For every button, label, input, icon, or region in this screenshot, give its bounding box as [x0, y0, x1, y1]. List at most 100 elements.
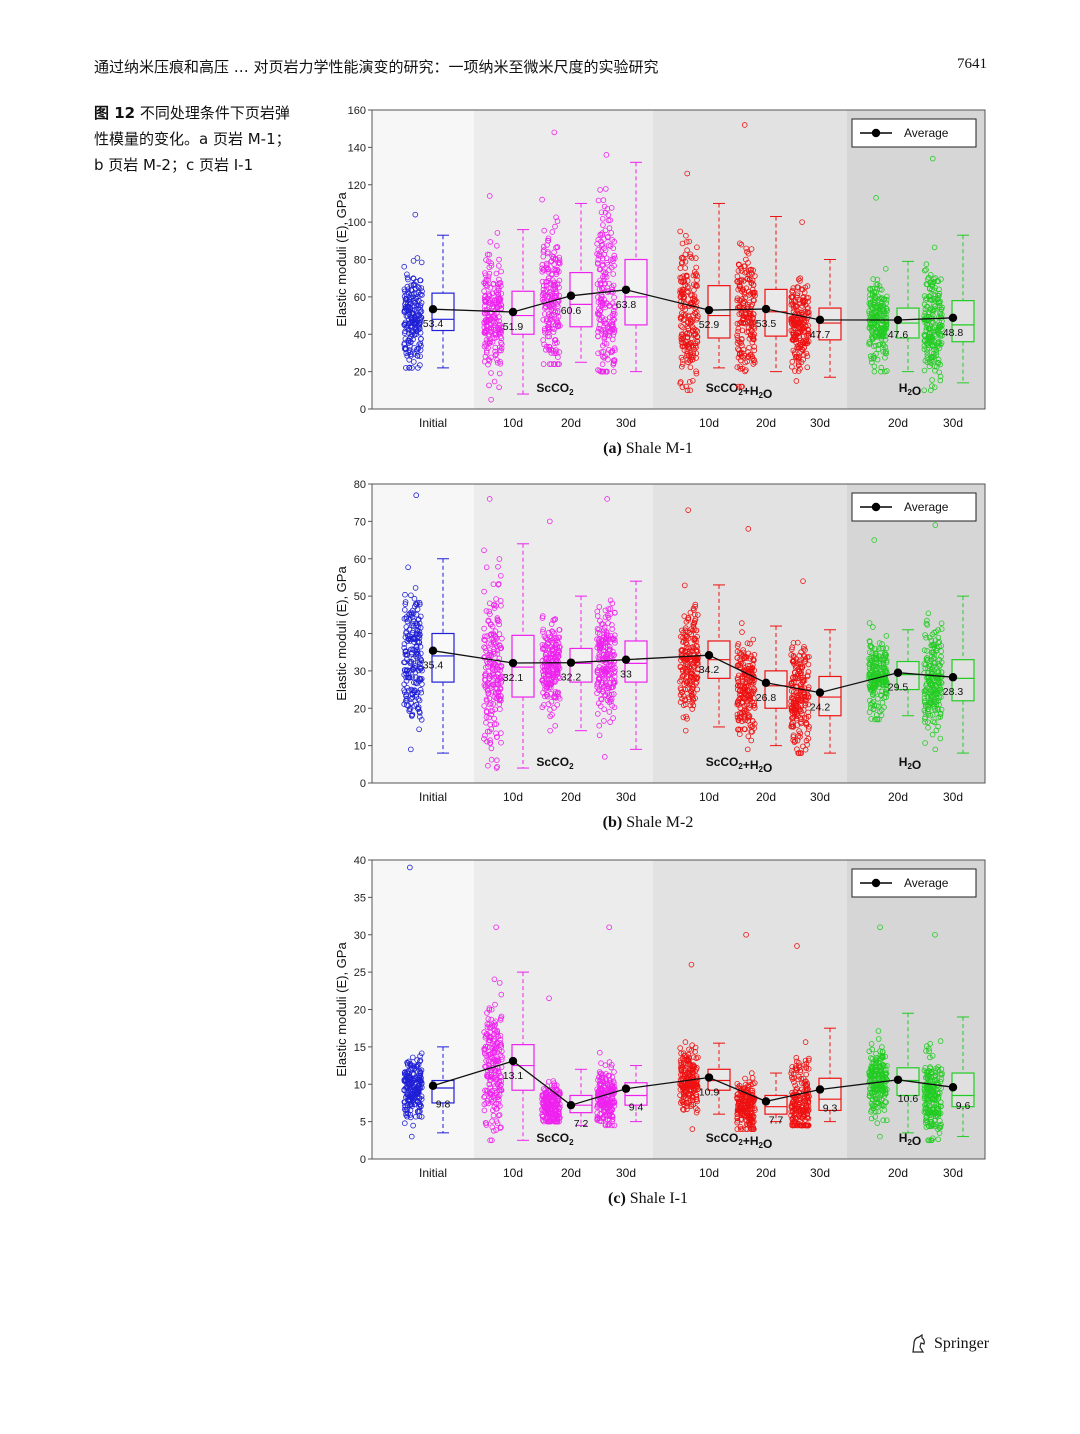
- scatter-points: [401, 864, 425, 1140]
- x-tick-label: 20d: [888, 1166, 908, 1180]
- scatter-point: [413, 644, 420, 650]
- scatter-point: [545, 275, 552, 281]
- scatter-point: [882, 665, 889, 672]
- scatter-point: [484, 339, 491, 346]
- scatter-point: [880, 348, 887, 355]
- average-data-label: 32.1: [503, 672, 524, 684]
- scatter-point: [694, 657, 701, 664]
- scatter-point: [611, 1122, 618, 1129]
- scatter-point: [938, 626, 945, 632]
- scatter-point: [689, 377, 696, 384]
- y-tick-label: 140: [348, 142, 366, 154]
- average-point: [621, 285, 631, 294]
- scatter-point: [928, 662, 934, 669]
- scatter-point: [482, 633, 488, 640]
- scatter-points: [401, 492, 425, 753]
- scatter-point: [491, 378, 498, 385]
- scatter-point: [552, 723, 559, 729]
- scatter-point: [492, 1001, 498, 1008]
- scatter-point: [874, 716, 881, 723]
- scatter-point: [935, 356, 942, 363]
- scatter-point: [873, 314, 880, 320]
- scatter-point: [924, 352, 931, 358]
- running-title: 通过纳米压痕和高压 … 对页岩力学性能演变的研究：一项纳米至微米尺度的实验研究: [94, 58, 659, 76]
- scatter-point: [685, 507, 691, 513]
- scatter-point: [402, 288, 408, 295]
- scatter-point: [497, 327, 503, 334]
- y-tick-label: 0: [360, 778, 366, 790]
- scatter-point: [687, 387, 694, 394]
- scatter-point: [410, 316, 417, 323]
- scatter-point: [417, 676, 424, 683]
- scatter-points: [677, 961, 701, 1132]
- scatter-point: [490, 1093, 496, 1100]
- scatter-point: [682, 312, 689, 318]
- scatter-point: [601, 706, 608, 713]
- scatter-point: [690, 1101, 697, 1108]
- scatter-point: [553, 290, 560, 297]
- group-label: H2O: [899, 381, 921, 398]
- scatter-point: [690, 1065, 697, 1072]
- scatter-point: [418, 1093, 425, 1100]
- scatter-point: [599, 286, 606, 292]
- scatter-point: [498, 739, 504, 746]
- scatter-point: [748, 688, 755, 695]
- scatter-point: [406, 1084, 413, 1091]
- scatter-point: [417, 1057, 424, 1064]
- scatter-point: [929, 682, 936, 688]
- scatter-point: [489, 1137, 495, 1144]
- scatter-point: [879, 699, 886, 706]
- scatter-point: [486, 608, 493, 615]
- scatter-point: [748, 737, 755, 744]
- scatter-point: [495, 564, 501, 570]
- scatter-point: [744, 276, 751, 282]
- group-label: ScCO2+H2O: [706, 381, 773, 401]
- scatter-point: [751, 344, 758, 350]
- scatter-point: [878, 312, 885, 319]
- scatter-point: [679, 689, 685, 696]
- scatter-point: [550, 1078, 557, 1084]
- scatter-point: [495, 1112, 502, 1119]
- scatter-point: [603, 274, 610, 280]
- scatter-point: [932, 746, 939, 753]
- scatter-point: [419, 667, 425, 674]
- scatter-point: [493, 596, 499, 602]
- scatter-point: [405, 636, 412, 643]
- scatter-point: [407, 343, 413, 349]
- scatter-point: [609, 321, 616, 327]
- scatter-point: [555, 1098, 561, 1105]
- scatter-point: [550, 281, 557, 288]
- scatter-point: [880, 312, 887, 319]
- scatter-point: [418, 1103, 424, 1109]
- scatter-point: [935, 627, 941, 633]
- scatter-point: [544, 655, 550, 662]
- scatter-point: [547, 1106, 554, 1113]
- scatter-point: [542, 679, 548, 685]
- scatter-point: [689, 1094, 695, 1101]
- scatter-point: [555, 354, 561, 361]
- scatter-point: [485, 688, 491, 694]
- scatter-point: [551, 694, 557, 700]
- scatter-point: [693, 368, 699, 375]
- y-tick-label: 15: [354, 1042, 366, 1054]
- scatter-point: [923, 689, 930, 695]
- scatter-point: [413, 601, 420, 608]
- scatter-point: [602, 1062, 609, 1069]
- scatter-point: [929, 309, 936, 315]
- scatter-point: [799, 347, 806, 353]
- y-tick-label: 30: [354, 930, 366, 942]
- scatter-point: [749, 665, 755, 672]
- scatter-point: [749, 723, 756, 730]
- scatter-point: [738, 682, 744, 688]
- scatter-point: [482, 328, 488, 335]
- scatter-point: [804, 730, 811, 737]
- legend-label: Average: [904, 500, 949, 514]
- scatter-point: [401, 641, 408, 647]
- scatter-point: [677, 1045, 684, 1051]
- scatter-point: [932, 293, 938, 299]
- scatter-point: [866, 325, 873, 331]
- scatter-point: [937, 373, 944, 380]
- scatter-point: [792, 368, 798, 374]
- scatter-point: [606, 303, 613, 309]
- scatter-point: [607, 1108, 613, 1114]
